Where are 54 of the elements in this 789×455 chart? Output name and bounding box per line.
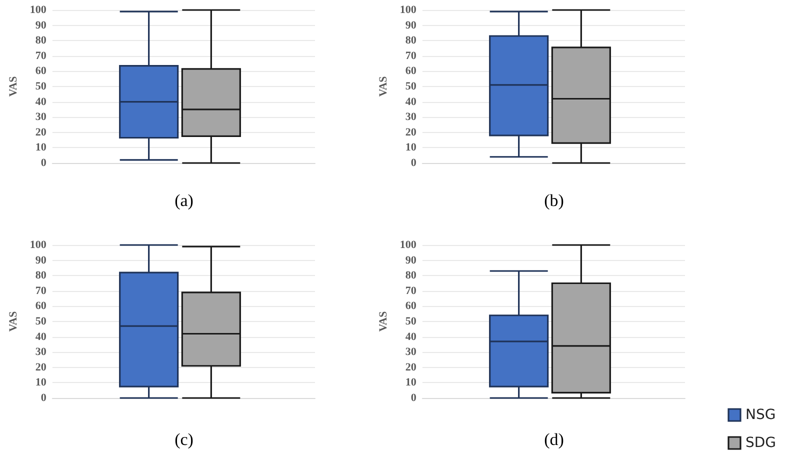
y-tick-label: 80 bbox=[35, 34, 47, 47]
y-tick-label: 100 bbox=[400, 239, 417, 251]
y-tick-label: 50 bbox=[405, 316, 417, 328]
y-tick-label: 60 bbox=[35, 65, 47, 78]
y-tick-label: 80 bbox=[405, 270, 417, 282]
y-tick-label: 0 bbox=[40, 392, 47, 404]
y-tick-label: 100 bbox=[400, 4, 417, 16]
y-tick-label: 50 bbox=[35, 316, 47, 328]
y-tick-label: 90 bbox=[405, 19, 417, 32]
y-axis-title: VAS bbox=[8, 76, 20, 97]
text: (b) bbox=[544, 191, 564, 210]
y-tick-label: 30 bbox=[35, 111, 47, 124]
y-tick-label: 50 bbox=[35, 80, 47, 92]
y-tick-label: 30 bbox=[405, 111, 417, 124]
y-tick-label: 50 bbox=[405, 80, 417, 92]
y-tick-label: 20 bbox=[35, 126, 47, 138]
y-tick-label: 30 bbox=[35, 346, 47, 358]
y-tick-label: 20 bbox=[405, 361, 417, 374]
y-tick-label: 10 bbox=[405, 376, 417, 389]
y-tick-label: 70 bbox=[405, 50, 417, 62]
y-tick-label: 30 bbox=[405, 346, 417, 358]
y-tick-label: 60 bbox=[35, 300, 47, 312]
y-tick-label: 80 bbox=[405, 34, 417, 47]
y-tick-label: 20 bbox=[35, 361, 47, 374]
y-tick-label: 20 bbox=[405, 126, 417, 138]
y-tick-label: 40 bbox=[35, 96, 47, 108]
y-tick-label: 0 bbox=[410, 392, 417, 404]
y-tick-label: 90 bbox=[35, 19, 47, 32]
y-axis-title: VAS bbox=[378, 311, 390, 332]
y-tick-label: 0 bbox=[40, 157, 47, 169]
y-tick-label: 70 bbox=[35, 284, 47, 297]
y-tick-label: 100 bbox=[30, 4, 47, 16]
y-axis-title: VAS bbox=[8, 311, 20, 332]
y-tick-label: 60 bbox=[405, 65, 417, 78]
y-tick-label: 10 bbox=[35, 142, 47, 154]
text: (a) bbox=[174, 191, 194, 210]
y-tick-label: 0 bbox=[410, 157, 417, 169]
y-tick-label: 40 bbox=[405, 96, 417, 108]
legend-label: SDG bbox=[745, 435, 776, 451]
legend-label: NSG bbox=[745, 407, 776, 423]
y-tick-label: 10 bbox=[405, 142, 417, 154]
y-tick-label: 70 bbox=[405, 284, 417, 297]
y-tick-label: 90 bbox=[405, 254, 417, 266]
y-axis-title: VAS bbox=[378, 76, 390, 97]
y-tick-label: 40 bbox=[405, 330, 417, 343]
y-tick-label: 40 bbox=[35, 330, 47, 343]
text: (c) bbox=[174, 430, 194, 449]
y-tick-label: 10 bbox=[35, 376, 47, 389]
y-tick-label: 60 bbox=[405, 300, 417, 312]
y-tick-label: 90 bbox=[35, 254, 47, 266]
y-tick-label: 70 bbox=[35, 50, 47, 62]
text: (d) bbox=[544, 430, 564, 449]
y-tick-label: 100 bbox=[30, 239, 47, 251]
y-tick-label: 80 bbox=[35, 270, 47, 282]
